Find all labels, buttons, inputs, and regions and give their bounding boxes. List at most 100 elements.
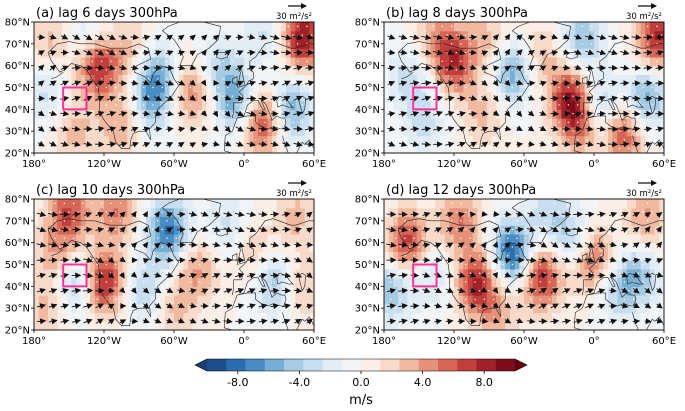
field-cell <box>589 74 595 84</box>
field-cell <box>412 126 418 137</box>
field-cell <box>650 74 656 84</box>
field-cell <box>440 260 446 270</box>
field-cell <box>524 109 530 119</box>
flux-arrow <box>422 287 431 294</box>
field-cell <box>552 22 558 32</box>
field-cell <box>262 83 268 93</box>
field-cell <box>426 199 432 209</box>
flux-arrow <box>469 271 477 278</box>
field-cell <box>416 118 422 128</box>
field-cell <box>384 321 390 330</box>
y-tick-label: 20°N <box>5 149 30 160</box>
flux-arrow <box>83 49 93 56</box>
significance-dot <box>548 263 551 266</box>
field-cell <box>216 100 222 110</box>
flux-arrow <box>574 111 582 118</box>
y-tick-label: 80°N <box>5 195 30 206</box>
field-cell <box>636 83 642 93</box>
field-cell <box>43 242 49 252</box>
field-cell <box>286 251 292 261</box>
flux-arrow <box>398 303 408 310</box>
field-cell <box>225 56 231 67</box>
field-cell <box>248 260 254 270</box>
field-cell <box>486 56 492 67</box>
field-cell <box>216 295 222 305</box>
field-cell <box>580 207 586 218</box>
field-cell <box>384 126 390 137</box>
flux-arrow <box>656 258 664 264</box>
field-cell <box>136 260 142 270</box>
field-cell <box>290 225 296 235</box>
significance-dot <box>82 78 84 80</box>
significance-dot <box>576 104 579 106</box>
flux-arrow <box>201 125 208 131</box>
field-cell <box>206 91 212 102</box>
field-cell <box>197 109 203 119</box>
field-cell <box>206 48 212 58</box>
flux-arrow <box>387 34 396 40</box>
field-cell <box>52 135 58 145</box>
field-cell <box>216 233 222 244</box>
field-cell <box>127 286 133 296</box>
field-cell <box>533 321 539 330</box>
field-cell <box>127 277 133 287</box>
field-cell <box>659 39 664 49</box>
field-cell <box>556 126 562 137</box>
field-cell <box>407 109 413 119</box>
field-cell <box>62 100 68 110</box>
field-cell <box>500 295 506 305</box>
field-cell <box>421 56 427 67</box>
field-cell <box>262 295 268 305</box>
field-cell <box>444 303 450 314</box>
flux-arrow <box>212 257 221 264</box>
significance-dot <box>660 104 663 106</box>
field-cell <box>421 91 427 102</box>
field-cell <box>598 277 604 287</box>
field-cell <box>594 126 600 137</box>
flux-arrow <box>504 287 512 293</box>
flux-arrow <box>177 110 186 117</box>
field-cell <box>580 216 586 226</box>
field-cell <box>272 83 278 93</box>
flux-arrow <box>118 34 128 40</box>
field-cell <box>650 22 656 32</box>
flux-arrow <box>492 226 499 234</box>
flux-arrow <box>270 80 280 87</box>
field-cell <box>407 312 413 322</box>
field-cell <box>617 56 623 67</box>
field-cell <box>150 312 156 322</box>
field-cell <box>440 277 446 287</box>
field-cell <box>141 268 147 279</box>
field-cell <box>188 251 194 261</box>
field-cell <box>80 65 86 75</box>
field-cell <box>230 242 236 252</box>
field-cell <box>486 74 492 84</box>
panel-b-target-box <box>412 86 438 111</box>
field-cell <box>197 216 203 226</box>
significance-dot <box>530 281 532 283</box>
flux-arrow <box>445 318 454 325</box>
field-cell <box>206 286 212 296</box>
significance-dot <box>455 86 458 89</box>
field-cell <box>57 144 63 153</box>
field-cell <box>43 268 49 279</box>
field-cell <box>514 260 520 270</box>
field-cell <box>272 207 278 218</box>
field-cell <box>90 83 96 93</box>
flux-arrow <box>539 140 547 147</box>
field-cell <box>482 100 488 110</box>
flux-arrow <box>212 318 221 324</box>
field-cell <box>617 216 623 226</box>
field-cell <box>300 321 306 330</box>
field-cell <box>468 48 474 58</box>
field-cell <box>141 251 147 261</box>
field-cell <box>244 118 250 128</box>
field-cell <box>575 74 581 84</box>
flux-arrow <box>492 49 499 56</box>
field-cell <box>118 242 124 252</box>
field-cell <box>66 251 72 261</box>
field-cell <box>253 312 259 322</box>
field-cell <box>514 207 520 218</box>
field-cell <box>617 312 623 322</box>
flux-arrow <box>166 227 174 234</box>
